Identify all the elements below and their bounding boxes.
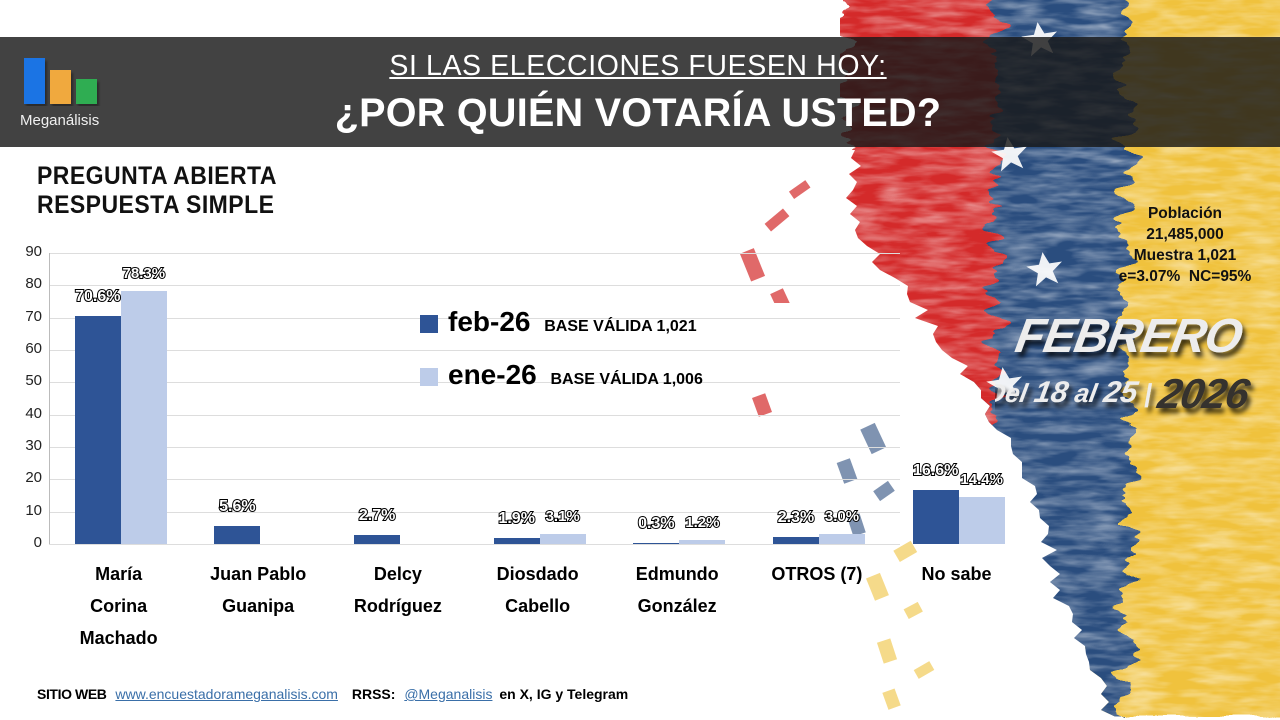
svg-text:FEBRERO: FEBRERO — [1012, 309, 1247, 363]
svg-text:2026: 2026 — [1154, 370, 1254, 417]
svg-text:Del 18 al 25 |: Del 18 al 25 | — [995, 376, 1155, 409]
